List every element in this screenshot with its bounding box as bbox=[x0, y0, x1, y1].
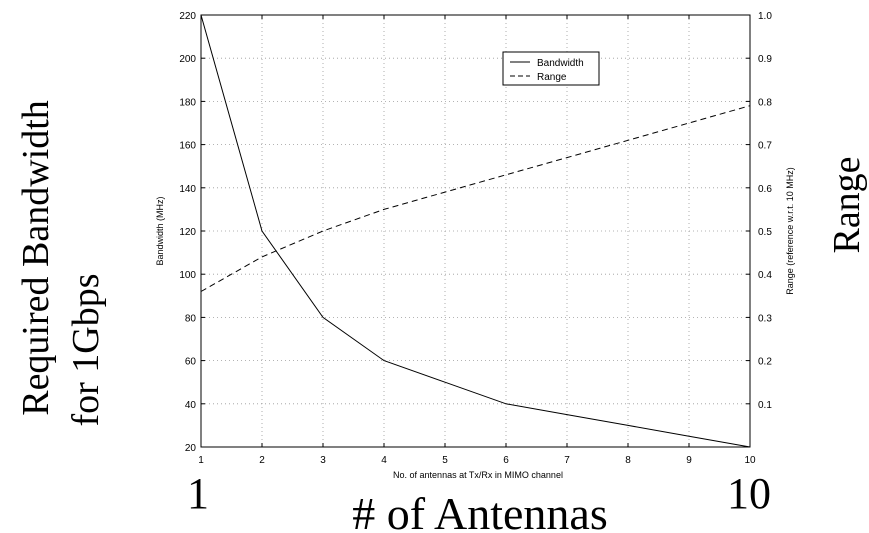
legend-label-bandwidth: Bandwidth bbox=[537, 58, 584, 69]
x-tick-label: 9 bbox=[686, 455, 692, 466]
plot-frame bbox=[200, 14, 751, 448]
y-tick-label: 220 bbox=[179, 11, 196, 22]
legend-box bbox=[502, 51, 600, 86]
y-tick-label: 200 bbox=[179, 54, 196, 65]
x-axis: 1 2 3 4 5 6 7 8 9 10 bbox=[198, 15, 756, 466]
x-tick-label: 5 bbox=[442, 455, 448, 466]
y-axis-right: 0.1 0.2 0.3 0.4 0.5 0.6 0.7 0.8 0.9 1.0 bbox=[746, 11, 772, 411]
y2-tick-label: 0.4 bbox=[758, 270, 772, 281]
y-tick-label: 60 bbox=[185, 357, 197, 368]
legend-label-range: Range bbox=[537, 72, 567, 83]
y2-tick-label: 0.6 bbox=[758, 184, 772, 195]
annotation-x-end: 10 bbox=[727, 469, 771, 518]
annotation-left-line2: for 1Gbps bbox=[65, 273, 107, 426]
series-line-range bbox=[200, 105, 751, 292]
y-tick-label: 180 bbox=[179, 97, 196, 108]
x-tick-label: 1 bbox=[198, 455, 204, 466]
y-axis-label: Bandwidth (MHz) bbox=[155, 196, 165, 265]
x-tick-label: 2 bbox=[259, 455, 265, 466]
y2-tick-label: 0.8 bbox=[758, 97, 772, 108]
x-axis-label: No. of antennas at Tx/Rx in MIMO channel bbox=[393, 470, 563, 480]
y2-tick-label: 0.9 bbox=[758, 54, 772, 65]
x-tick-label: 7 bbox=[564, 455, 570, 466]
y-tick-label: 40 bbox=[185, 400, 197, 411]
annotation-right: Range bbox=[826, 156, 868, 253]
y2-tick-label: 0.5 bbox=[758, 227, 772, 238]
x-tick-label: 3 bbox=[320, 455, 326, 466]
y-tick-label: 20 bbox=[185, 443, 197, 454]
y-tick-label: 120 bbox=[179, 227, 196, 238]
y2-tick-label: 0.1 bbox=[758, 400, 772, 411]
y2-tick-label: 0.3 bbox=[758, 313, 772, 324]
y2-axis-label: Range (reference w.r.t. 10 MHz) bbox=[785, 167, 795, 295]
y-tick-label: 160 bbox=[179, 141, 196, 152]
series-line-bandwidth bbox=[200, 14, 751, 448]
legend: Bandwidth Range bbox=[502, 51, 600, 86]
y2-tick-label: 0.7 bbox=[758, 141, 772, 152]
y-axis-left: 20 40 60 80 100 120 140 160 180 200 220 bbox=[179, 11, 205, 454]
y2-tick-label: 1.0 bbox=[758, 11, 772, 22]
x-tick-label: 10 bbox=[744, 455, 756, 466]
series-group bbox=[200, 14, 751, 448]
x-tick-label: 4 bbox=[381, 455, 387, 466]
y-tick-label: 80 bbox=[185, 313, 197, 324]
x-tick-label: 6 bbox=[503, 455, 509, 466]
x-tick-label: 8 bbox=[625, 455, 631, 466]
grid bbox=[201, 15, 750, 447]
y-tick-label: 100 bbox=[179, 270, 196, 281]
annotation-left-line1: Required Bandwidth bbox=[15, 100, 57, 416]
y-tick-label: 140 bbox=[179, 184, 196, 195]
y2-tick-label: 0.2 bbox=[758, 357, 772, 368]
annotation-bottom: # of Antennas bbox=[352, 488, 608, 533]
annotation-x-start: 1 bbox=[187, 469, 209, 518]
